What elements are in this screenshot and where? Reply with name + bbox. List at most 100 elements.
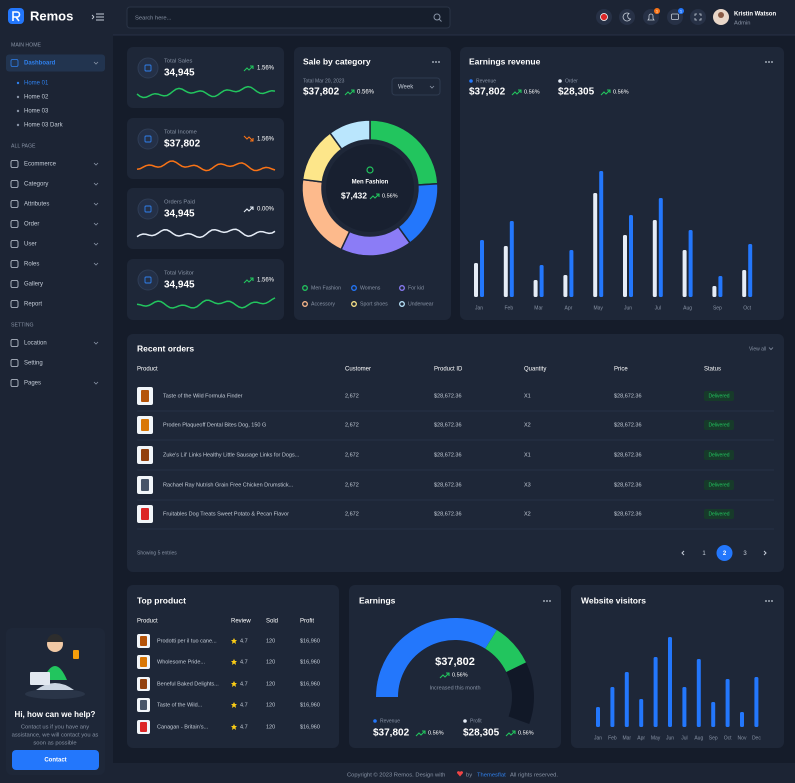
menu-item[interactable]: Pages — [24, 381, 41, 387]
x-tick-label: Mar — [622, 735, 631, 741]
chevron — [93, 381, 99, 385]
next-page[interactable] — [763, 550, 767, 556]
search-icon-handle — [438, 18, 442, 22]
menu-item[interactable]: Category — [24, 182, 48, 188]
avatar-head — [718, 12, 724, 18]
more-icon[interactable] — [549, 600, 551, 602]
table-cell: 120 — [266, 638, 275, 644]
contact-button[interactable] — [12, 750, 99, 770]
bar — [696, 659, 701, 727]
bar — [569, 250, 574, 297]
status-label: Delivered — [708, 482, 729, 488]
sale-total: $37,802 — [303, 87, 340, 98]
legend-dot — [469, 79, 473, 83]
table-cell: 2,672 — [345, 422, 359, 428]
more-icon[interactable] — [438, 61, 440, 63]
page-number[interactable]: 3 — [743, 551, 747, 557]
x-tick-label: Sep — [709, 735, 718, 741]
legend-label: Revenue — [380, 718, 400, 724]
bar — [624, 672, 629, 727]
more-icon[interactable] — [765, 600, 767, 602]
menu-item[interactable]: Report — [24, 302, 42, 308]
trend-icon — [243, 206, 254, 213]
brand: Remos — [30, 8, 73, 23]
more-icon[interactable] — [768, 61, 770, 63]
table-cell: $28,672.36 — [434, 422, 462, 428]
menu-item[interactable]: User — [24, 242, 37, 248]
period-select[interactable] — [391, 77, 441, 96]
menu-item[interactable]: Ecommerce — [24, 162, 57, 168]
bar — [563, 275, 568, 297]
badge-count: 1 — [680, 8, 683, 13]
fullscreen-button[interactable] — [690, 9, 706, 25]
legend-dot — [351, 301, 357, 307]
submenu-item[interactable]: Home 03 — [24, 109, 49, 115]
x-tick-label: Oct — [724, 735, 732, 741]
more-icon[interactable] — [435, 61, 437, 63]
chevron — [93, 182, 99, 186]
chevron — [93, 341, 99, 345]
table-cell: 4.7 — [240, 681, 248, 687]
search-box[interactable] — [126, 6, 451, 29]
trend-icon — [243, 65, 254, 72]
bar — [652, 220, 657, 297]
more-icon[interactable] — [765, 61, 767, 63]
product-thumb-pack — [140, 657, 147, 667]
contact-button-label[interactable]: Contact — [44, 758, 66, 764]
x-tick-label: Aug — [683, 305, 692, 311]
menu-item[interactable]: Attributes — [24, 202, 49, 208]
table-cell: Wholesome Pride... — [157, 659, 205, 665]
heart-icon — [456, 771, 464, 777]
page-number[interactable]: 2 — [723, 551, 727, 557]
submenu-item[interactable]: Home 01 — [24, 81, 49, 87]
legend-dot — [399, 285, 405, 291]
bar — [682, 687, 687, 727]
submenu-item[interactable]: Home 03 Dark — [24, 123, 64, 129]
menu-item[interactable]: Dashboard — [24, 61, 56, 67]
user-name: Kristin Watson — [734, 12, 776, 18]
submenu-bullet — [16, 109, 20, 113]
column-header: Product — [137, 367, 158, 373]
search-icon[interactable] — [433, 13, 441, 21]
bar — [682, 250, 687, 297]
star-icon — [231, 681, 237, 687]
table-cell: $16,960 — [300, 681, 320, 687]
theme-button[interactable] — [619, 9, 635, 25]
submenu-item[interactable]: Home 02 — [24, 95, 49, 101]
menu-item[interactable]: Order — [24, 222, 39, 228]
trend-arrow — [376, 193, 380, 197]
card-title: Top product — [137, 595, 186, 605]
more-icon[interactable] — [768, 600, 770, 602]
product-thumb-pack — [141, 508, 149, 520]
stat-value: $37,802 — [164, 139, 201, 150]
menu-item[interactable]: Gallery — [24, 282, 43, 288]
page-number[interactable]: 1 — [702, 551, 706, 557]
table-cell: 120 — [266, 702, 275, 708]
menu-item[interactable]: Roles — [24, 262, 39, 268]
more-icon[interactable] — [771, 61, 773, 63]
menu-toggle[interactable] — [91, 13, 104, 21]
menu-icon — [10, 359, 19, 367]
donut-segment — [328, 119, 371, 151]
view-all-link[interactable]: View all — [749, 346, 766, 352]
table-cell: $28,672.36 — [614, 452, 642, 458]
top-product-card — [127, 585, 339, 748]
bar — [688, 230, 693, 297]
more-icon[interactable] — [771, 600, 773, 602]
sale-change: 0.56% — [357, 90, 375, 96]
legend-label: Order — [565, 78, 578, 84]
footer-author[interactable]: Themesflat — [477, 773, 506, 779]
more-icon[interactable] — [546, 600, 548, 602]
series-change: 0.56% — [613, 89, 629, 95]
prev-page[interactable] — [681, 550, 685, 556]
menu-item[interactable]: Setting — [24, 361, 43, 367]
legend-dot — [302, 301, 308, 307]
legend-label: Sport shoes — [360, 301, 388, 307]
menu-item[interactable]: Location — [24, 341, 47, 347]
more-icon[interactable] — [543, 600, 545, 602]
stat-value: 34,945 — [164, 68, 195, 79]
product-thumb-pack — [141, 449, 149, 461]
center-icon — [366, 166, 374, 174]
more-icon[interactable] — [432, 61, 434, 63]
legend-label: Profit — [470, 718, 482, 724]
